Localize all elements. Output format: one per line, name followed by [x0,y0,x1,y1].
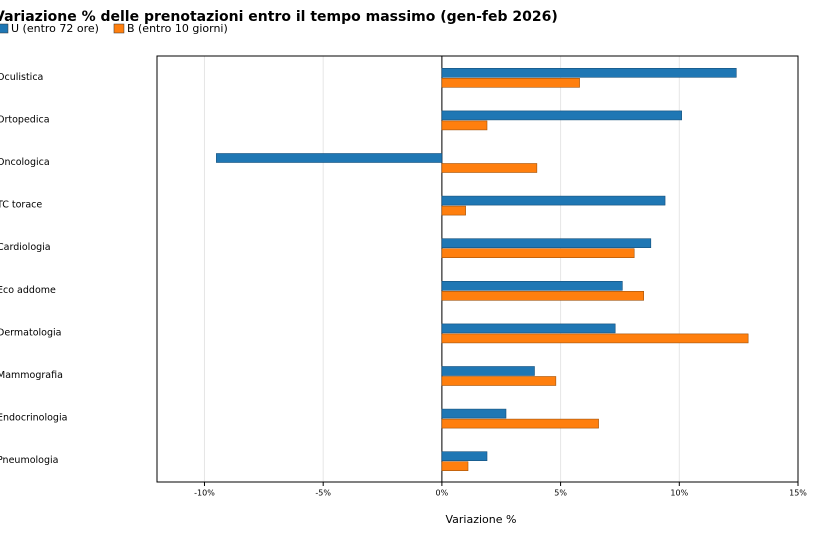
bar [441,290,644,301]
bar [441,366,535,376]
y-tick-label: Dermatologia [0,327,61,338]
y-tick-label: Eco addome [0,285,56,296]
bar [441,461,469,472]
bar [441,280,623,291]
y-tick-label: Endocrinologia [0,413,67,424]
bar [441,451,488,462]
y-tick-label: Ortopedica [0,114,50,125]
x-tick-label: 5% [554,489,567,498]
x-tick-label: -5% [315,489,331,498]
bar [441,376,557,386]
legend-swatch [113,23,125,34]
y-tick-label: Oncologica [0,157,50,168]
bar [441,68,737,78]
plot-frame [156,55,799,483]
chart-title: Variazione % delle prenotazioni entro il… [0,9,558,25]
x-axis-label: Variazione % [446,513,517,526]
x-tick-label: 15% [789,489,807,498]
x-tick-label: -10% [194,489,215,498]
bar [441,323,616,334]
bar [441,408,507,419]
x-tick-label: 10% [670,489,688,498]
legend-swatch [0,23,9,34]
legend-label: U (entro 72 ore) [11,22,99,35]
bar [441,333,749,344]
y-tick-label: Pneumologia [0,455,58,466]
bar [441,110,682,121]
y-tick-label: TC torace [0,200,42,211]
bar [441,418,599,429]
bar [216,153,443,163]
x-tick-label: 0% [436,489,449,498]
bar [441,78,580,88]
bar [441,120,488,131]
y-tick-label: Mammografia [0,370,63,381]
bar [441,238,652,248]
bar [441,195,666,206]
bar [441,163,538,173]
y-tick-label: Cardiologia [0,242,51,253]
legend-label: B (entro 10 giorni) [127,22,228,35]
bar [441,248,635,258]
y-tick-label: Oculistica [0,72,43,83]
bar [441,205,466,216]
